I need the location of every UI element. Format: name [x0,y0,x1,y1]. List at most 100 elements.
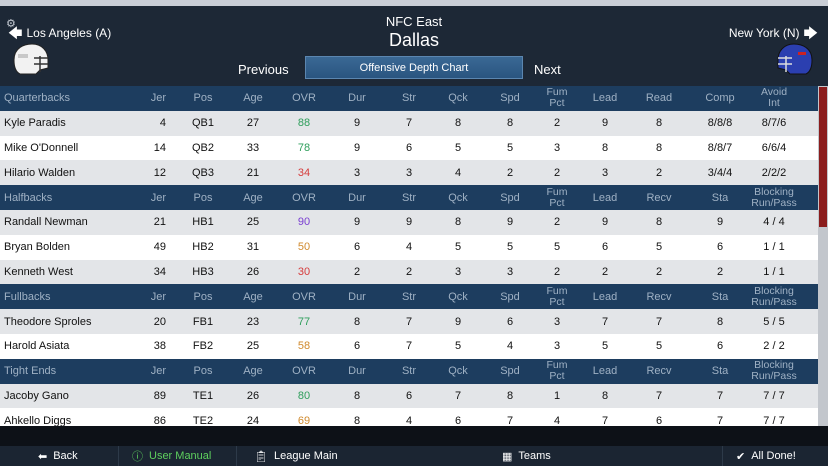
player-name[interactable]: Hilario Walden [4,166,76,179]
column-header[interactable]: Qck [448,92,468,105]
column-header[interactable]: Sta [711,365,729,378]
column-header[interactable]: Spd [500,365,520,378]
player-dur: 9 [353,141,361,154]
previous-button[interactable]: Previous [238,62,289,77]
column-header[interactable]: Jer [150,92,166,105]
user-manual-button[interactable]: ⓘ User Manual [132,446,211,466]
column-header[interactable]: Dur [348,365,366,378]
column-header[interactable]: Dur [348,92,366,105]
player-spd: 7 [506,414,514,427]
column-header[interactable]: Fum Pct [546,185,568,209]
player-name[interactable]: Harold Asiata [4,340,70,353]
column-header[interactable]: Spd [500,92,520,105]
column-header[interactable]: OVR [292,191,316,204]
column-header[interactable]: Fum Pct [546,86,568,110]
player-dur: 8 [353,414,361,427]
gear-icon[interactable]: ⚙ [6,18,16,30]
column-header[interactable]: Jer [150,191,166,204]
player-spd: 4 [506,340,514,353]
player-str: 4 [405,241,413,254]
league-main-button[interactable]: 📋︎ League Main [254,446,338,466]
player-name[interactable]: Jacoby Gano [4,389,69,402]
column-header[interactable]: Spd [500,290,520,303]
scrollbar-thumb[interactable] [819,87,827,227]
player-ovr: 30 [297,265,311,278]
player-fum: 3 [553,340,561,353]
column-header[interactable]: Lead [592,365,618,378]
column-header[interactable]: OVR [292,92,316,105]
player-row[interactable]: Bryan Bolden 49 HB2 31 50 6 4 5 5 5 6 5 6 1 / 1 [0,234,818,260]
column-header[interactable]: Qck [448,290,468,303]
column-header[interactable]: Blocking Run/Pass [751,185,797,209]
column-header[interactable]: Pos [193,365,213,378]
player-row[interactable]: Harold Asiata 38 FB2 25 58 6 7 5 4 3 5 5 6 2 / 2 [0,333,818,359]
player-fum: 5 [553,241,561,254]
column-header[interactable]: Str [401,92,417,105]
column-header[interactable]: Qck [448,365,468,378]
column-header[interactable]: Fum Pct [546,359,568,383]
column-header[interactable]: Spd [500,191,520,204]
column-header[interactable]: Pos [193,92,213,105]
player-y: 3/4/4 [707,166,733,179]
column-header[interactable]: Age [243,365,263,378]
player-fum: 3 [553,141,561,154]
column-header[interactable]: Avoid Int [760,86,788,110]
column-header[interactable]: Qck [448,191,468,204]
player-row[interactable]: Jacoby Gano 89 TE1 26 80 8 6 7 8 1 8 7 7 7 / 7 [0,383,818,409]
next-team-link[interactable]: New York (N) 🡆 [729,26,818,40]
column-header[interactable]: Read [645,92,673,105]
player-qck: 5 [454,141,462,154]
column-header[interactable]: Lead [592,290,618,303]
player-row[interactable]: Randall Newman 21 HB1 25 90 9 9 8 9 2 9 8 9 4 / 4 [0,209,818,235]
column-header[interactable]: Sta [711,191,729,204]
player-age: 25 [246,340,260,353]
all-done-button[interactable]: ✔ All Done! [736,446,796,466]
column-header[interactable]: Age [243,290,263,303]
player-name[interactable]: Kenneth West [4,265,73,278]
teams-button[interactable]: ▦ Teams [502,446,551,466]
player-x: 5 [655,340,663,353]
player-row[interactable]: Theodore Sproles 20 FB1 23 77 8 7 9 6 3 7 7 8 5 / 5 [0,309,818,334]
column-header[interactable]: Recv [646,365,672,378]
window-top-strip [0,0,828,6]
column-header[interactable]: Str [401,191,417,204]
column-header[interactable]: Recv [646,290,672,303]
column-header[interactable]: Recv [646,191,672,204]
column-header[interactable]: Dur [348,191,366,204]
player-row[interactable]: Hilario Walden 12 QB3 21 34 3 3 4 2 2 3 2 3/4/4 2/2/2 [0,160,818,186]
player-name[interactable]: Mike O'Donnell [4,141,79,154]
player-name[interactable]: Bryan Bolden [4,241,71,254]
column-header[interactable]: Dur [348,290,366,303]
column-header[interactable]: Fum Pct [546,284,568,308]
player-name[interactable]: Randall Newman [4,216,88,229]
column-header[interactable]: Lead [592,92,618,105]
column-header[interactable]: Pos [193,191,213,204]
column-header[interactable]: OVR [292,290,316,303]
column-header[interactable]: Str [401,290,417,303]
player-row[interactable]: Kenneth West 34 HB3 26 30 2 2 3 3 2 2 2 2 1 / 1 [0,259,818,285]
column-header[interactable]: Pos [193,290,213,303]
column-header[interactable]: Age [243,191,263,204]
column-header[interactable]: Age [243,92,263,105]
player-name[interactable]: Ahkello Diggs [4,414,72,427]
prev-team-link[interactable]: 🡄 Los Angeles (A) [8,26,111,40]
column-header[interactable]: Jer [150,365,166,378]
back-button[interactable]: ⬅ Back [38,446,78,466]
column-header[interactable]: Comp [705,92,735,105]
next-button[interactable]: Next [534,62,561,77]
column-header[interactable]: Str [401,365,417,378]
column-header[interactable]: OVR [292,365,316,378]
column-header[interactable]: Blocking Run/Pass [751,284,797,308]
player-name[interactable]: Theodore Sproles [4,315,92,328]
column-header[interactable]: Jer [150,290,166,303]
player-name[interactable]: Kyle Paradis [4,117,66,130]
column-header[interactable]: Sta [711,290,729,303]
column-header[interactable]: Lead [592,191,618,204]
player-row[interactable]: Mike O'Donnell 14 QB2 33 78 9 6 5 5 3 8 8 8/8/7 6/6/4 [0,135,818,161]
player-row[interactable]: Kyle Paradis 4 QB1 27 88 9 7 8 8 2 9 8 8/8/8 8/7/6 [0,110,818,136]
player-spd: 6 [506,315,514,328]
scrollbar-track[interactable] [818,86,828,426]
column-header[interactable]: Blocking Run/Pass [751,359,797,383]
depth-chart-selector[interactable]: Offensive Depth Chart [305,56,523,79]
player-str: 7 [405,315,413,328]
